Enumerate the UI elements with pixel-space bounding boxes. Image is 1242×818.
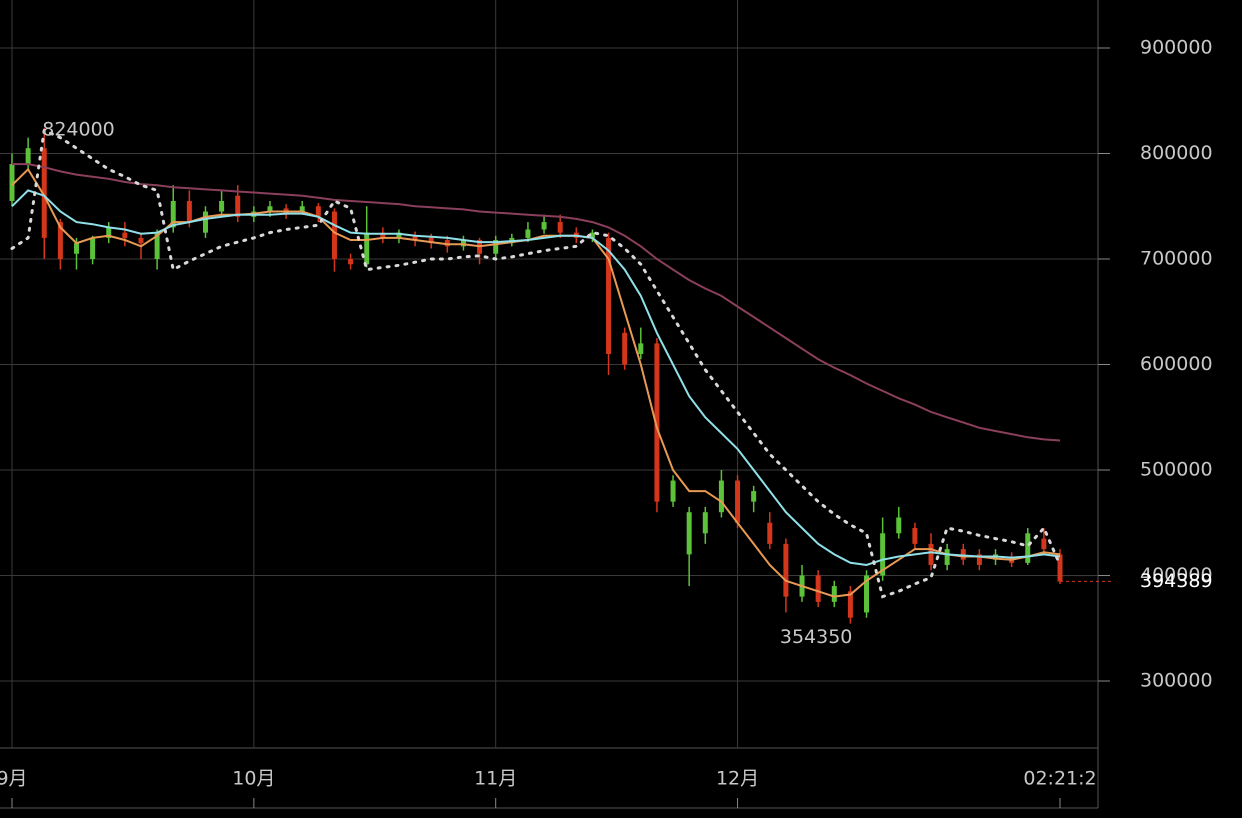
x-tick-label: 11月 [474,768,517,790]
candle-body [25,148,31,165]
candle-body [138,237,144,244]
x-tick-label: 02:21:2 [1023,768,1096,790]
x-tick-label: 12月 [716,768,759,790]
candle-body [348,259,354,265]
candle-body [364,232,370,265]
candle-body [1057,554,1063,582]
candle-body [331,211,337,260]
candle-body [928,543,934,565]
candle-body [702,512,708,534]
candle-body [525,229,531,238]
candle-body [1025,533,1031,563]
candle-body [106,227,112,238]
candle-body [57,222,63,260]
candle-body [315,206,321,217]
y-tick-label: 300000 [1140,670,1213,692]
candle-body [202,211,208,233]
candle-body [622,332,628,365]
candle-body [460,240,466,247]
high-annotation: 824000 [42,119,115,141]
candle-body [960,549,966,560]
y-tick-label: 500000 [1140,459,1213,481]
candle-body [864,575,870,613]
candle-body [493,240,499,254]
y-tick-label: 600000 [1140,353,1213,375]
candle-body [299,206,305,212]
candle-body [654,343,660,502]
candle-body [73,243,79,254]
candle-body [412,235,418,241]
candle-body [735,480,741,523]
y-tick-label: 800000 [1140,142,1213,164]
indicator-line [11,189,1061,567]
indicator-line [10,128,1062,599]
low-annotation: 354350 [780,626,853,648]
candle-body [670,480,676,502]
y-tick-label: 700000 [1140,248,1213,270]
candle-body [718,480,724,513]
candle-body [686,512,692,555]
candle-body [976,554,982,565]
candle-body [751,491,757,502]
axes: 300000 400000 500000 600000 700000 800000 9000… [0,37,1213,808]
candle-body [606,237,612,354]
candle-body [170,200,176,228]
candle-body [235,195,241,217]
candle-body [831,586,837,602]
candle-body [541,222,547,230]
candle-body [767,522,773,544]
x-tick-label: 9月 [0,768,28,790]
y-tick-label: 400000 [1140,564,1213,586]
candle-body [444,240,450,247]
candle-body [783,543,789,597]
candle-body [847,591,853,618]
candle-body [1041,538,1047,550]
candle-body [557,222,563,233]
candle-body [880,533,886,576]
candle-body [186,200,192,223]
indicator-line [12,163,1061,442]
candle-body [380,232,386,238]
plot-area: 824000 354350 [9,119,1063,648]
last-price-label: 394389 [1140,570,1213,592]
grid [0,0,1098,748]
candle-body [912,528,918,544]
candle-body [90,237,96,260]
candle-body [589,232,595,238]
candle-body [428,237,434,244]
candle-body [9,164,15,201]
candle-body [122,232,128,238]
candle-body [219,200,225,212]
candle-body [638,343,644,354]
candle-body [944,549,950,565]
x-tick-label: 10月 [232,768,275,790]
candle-body [154,232,160,260]
y-tick-label: 900000 [1140,37,1213,59]
candle-body [815,575,821,602]
candle-body [267,206,273,212]
candle-body [41,148,47,238]
candle-body [396,232,402,238]
candle-body [896,517,902,534]
